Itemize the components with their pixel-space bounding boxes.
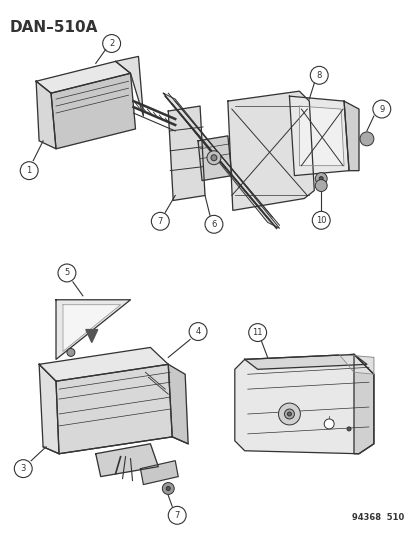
- Text: 1: 1: [26, 166, 32, 175]
- Polygon shape: [289, 96, 348, 175]
- Polygon shape: [39, 348, 168, 381]
- Circle shape: [318, 176, 323, 181]
- Circle shape: [211, 155, 216, 161]
- Polygon shape: [338, 354, 373, 374]
- Polygon shape: [227, 91, 313, 211]
- Text: 7: 7: [157, 217, 163, 226]
- Polygon shape: [95, 444, 158, 477]
- Circle shape: [346, 427, 350, 431]
- Polygon shape: [168, 106, 204, 200]
- Polygon shape: [168, 365, 188, 444]
- Circle shape: [67, 349, 75, 357]
- Polygon shape: [163, 93, 279, 228]
- Polygon shape: [56, 300, 130, 359]
- Circle shape: [287, 412, 291, 416]
- Polygon shape: [353, 354, 373, 454]
- Text: 10: 10: [315, 216, 326, 225]
- Circle shape: [278, 403, 300, 425]
- Text: 2: 2: [109, 39, 114, 48]
- Circle shape: [284, 409, 294, 419]
- Text: 9: 9: [378, 104, 384, 114]
- Circle shape: [162, 482, 174, 495]
- Polygon shape: [51, 74, 135, 149]
- Text: 11: 11: [252, 328, 262, 337]
- Text: 7: 7: [174, 511, 180, 520]
- Polygon shape: [244, 354, 366, 369]
- Text: 3: 3: [21, 464, 26, 473]
- Text: 94368  510: 94368 510: [351, 513, 404, 522]
- Circle shape: [315, 173, 326, 184]
- Polygon shape: [299, 106, 343, 166]
- Circle shape: [206, 151, 221, 165]
- Text: 6: 6: [211, 220, 216, 229]
- Polygon shape: [115, 56, 143, 116]
- Polygon shape: [36, 81, 56, 149]
- Polygon shape: [234, 354, 373, 454]
- Text: 8: 8: [316, 71, 321, 80]
- Text: 5: 5: [64, 269, 69, 278]
- Circle shape: [166, 487, 170, 490]
- Polygon shape: [56, 365, 172, 454]
- Polygon shape: [140, 461, 178, 484]
- Polygon shape: [39, 365, 59, 454]
- Polygon shape: [197, 136, 231, 181]
- Circle shape: [323, 419, 333, 429]
- Text: 4: 4: [195, 327, 200, 336]
- Polygon shape: [343, 101, 358, 171]
- Text: DAN–510A: DAN–510A: [9, 20, 97, 35]
- Polygon shape: [85, 329, 97, 343]
- Polygon shape: [36, 61, 130, 93]
- Polygon shape: [63, 305, 120, 351]
- Circle shape: [359, 132, 373, 146]
- Circle shape: [315, 180, 326, 191]
